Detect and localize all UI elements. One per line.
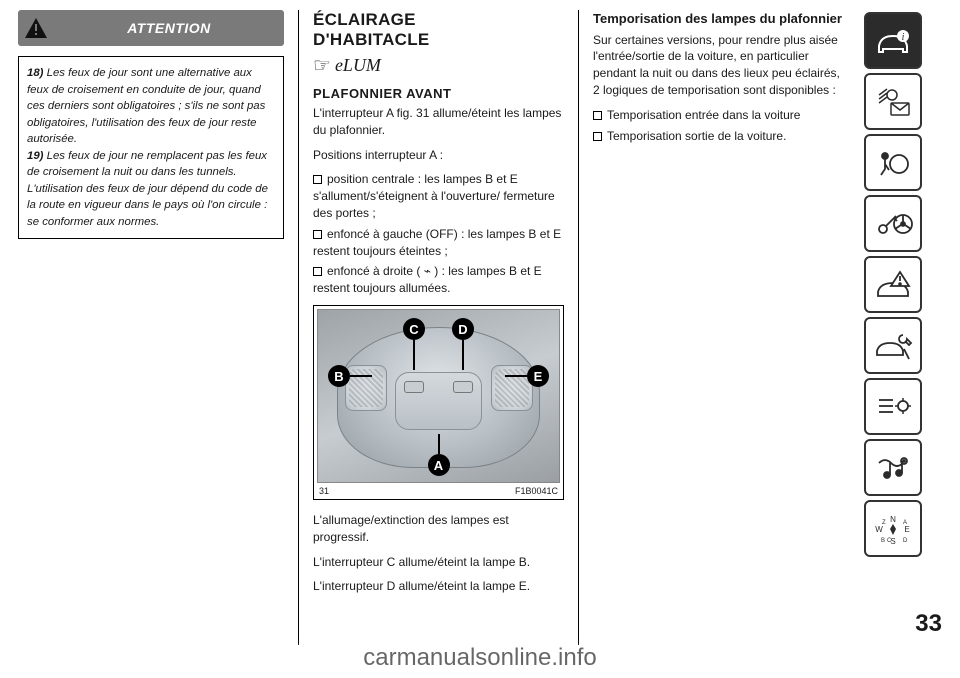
attention-item-text: Les feux de jour ne remplacent pas les f… <box>27 150 268 228</box>
tab-safety[interactable] <box>864 134 922 191</box>
square-bullet-icon <box>313 175 322 184</box>
svg-text:i: i <box>902 32 905 43</box>
paragraph: L'interrupteur C allume/éteint la lampe … <box>313 554 564 571</box>
callout-d: D <box>452 318 474 340</box>
attention-item: 19) Les feux de jour ne remplacent pas l… <box>27 148 275 231</box>
square-bullet-icon <box>313 267 322 276</box>
paragraph: Sur certaines versions, pour rendre plus… <box>593 32 844 99</box>
car-warning-icon <box>873 268 913 302</box>
key-steering-icon <box>873 207 913 241</box>
svg-text:W: W <box>875 525 883 534</box>
hand-point-icon: ☞ <box>313 56 331 76</box>
attention-item-text: Les feux de jour sont une alternative au… <box>27 67 265 145</box>
tab-car-info[interactable]: i <box>864 12 922 69</box>
column-left: ATTENTION 18) Les feux de jour sont une … <box>18 10 298 645</box>
callout-e: E <box>527 365 549 387</box>
tab-starting[interactable] <box>864 195 922 252</box>
tab-specs[interactable] <box>864 378 922 435</box>
figure-code: F1B0041C <box>515 486 558 496</box>
svg-text:C: C <box>887 538 892 544</box>
attention-item-num: 18) <box>27 67 43 79</box>
manual-page: ATTENTION 18) Les feux de jour sont une … <box>0 0 960 645</box>
svg-text:N: N <box>890 515 896 524</box>
square-bullet-icon <box>593 132 602 141</box>
tab-warnings[interactable] <box>864 256 922 313</box>
svg-text:Z: Z <box>882 520 886 526</box>
svg-text:B: B <box>881 538 885 544</box>
elum-label: eLUM <box>335 55 381 76</box>
column-right: Temporisation des lampes du plafonnier S… <box>578 10 858 645</box>
attention-item-num: 19) <box>27 150 43 162</box>
tab-maintenance[interactable] <box>864 317 922 374</box>
list-item: enfoncé à droite ( ⌁ ) : les lampes B et… <box>313 263 564 297</box>
paragraph: L'allumage/extinction des lampes est pro… <box>313 512 564 546</box>
section-title: ÉCLAIRAGE D'HABITACLE <box>313 10 564 49</box>
list-item: enfoncé à gauche (OFF) : les lampes B et… <box>313 226 564 260</box>
attention-header: ATTENTION <box>18 10 284 46</box>
svg-text:D: D <box>903 538 908 544</box>
callout-b: B <box>328 365 350 387</box>
list-item: Temporisation sortie de la voiture. <box>593 128 844 145</box>
media-icon <box>873 451 913 485</box>
airbag-icon <box>873 146 913 180</box>
attention-label: ATTENTION <box>54 20 284 36</box>
list-item: position centrale : les lampes B et E s'… <box>313 171 564 221</box>
figure-31: B C D E A 31 F1B0041C <box>313 305 564 500</box>
list-gear-icon <box>873 390 913 424</box>
figure-number: 31 <box>319 486 329 496</box>
callout-c: C <box>403 318 425 340</box>
car-service-icon <box>873 329 913 363</box>
attention-text: 18) Les feux de jour sont une alternativ… <box>18 56 284 239</box>
paragraph: Positions interrupteur A : <box>313 147 564 164</box>
light-mail-icon <box>873 85 913 119</box>
dome-light-image: B C D E A <box>317 309 560 483</box>
paragraph: L'interrupteur D allume/éteint la lampe … <box>313 578 564 595</box>
figure-caption: 31 F1B0041C <box>317 483 560 496</box>
paragraph: L'interrupteur A fig. 31 allume/éteint l… <box>313 105 564 139</box>
svg-text:A: A <box>903 520 907 526</box>
car-info-icon: i <box>873 24 913 58</box>
square-bullet-icon <box>313 230 322 239</box>
sidebar-tabs: i <box>858 10 928 645</box>
watermark: carmanualsonline.info <box>0 638 960 678</box>
attention-item: 18) Les feux de jour sont une alternativ… <box>27 65 275 148</box>
tab-lighting[interactable] <box>864 73 922 130</box>
page-number: 33 <box>915 610 942 638</box>
list-item: Temporisation entrée dans la voiture <box>593 107 844 124</box>
svg-text:E: E <box>904 525 909 534</box>
callout-a: A <box>428 454 450 476</box>
warning-triangle-icon <box>18 10 54 46</box>
tab-multimedia[interactable] <box>864 439 922 496</box>
column-center: ÉCLAIRAGE D'HABITACLE ☞ eLUM PLAFONNIER … <box>298 10 578 645</box>
compass-icon: N E S W A D Z B C <box>873 512 913 546</box>
tab-index[interactable]: N E S W A D Z B C <box>864 500 922 557</box>
elum-row: ☞ eLUM <box>313 55 564 76</box>
subsection-title: PLAFONNIER AVANT <box>313 86 564 101</box>
square-bullet-icon <box>593 111 602 120</box>
subsection-heading: Temporisation des lampes du plafonnier <box>593 10 844 28</box>
